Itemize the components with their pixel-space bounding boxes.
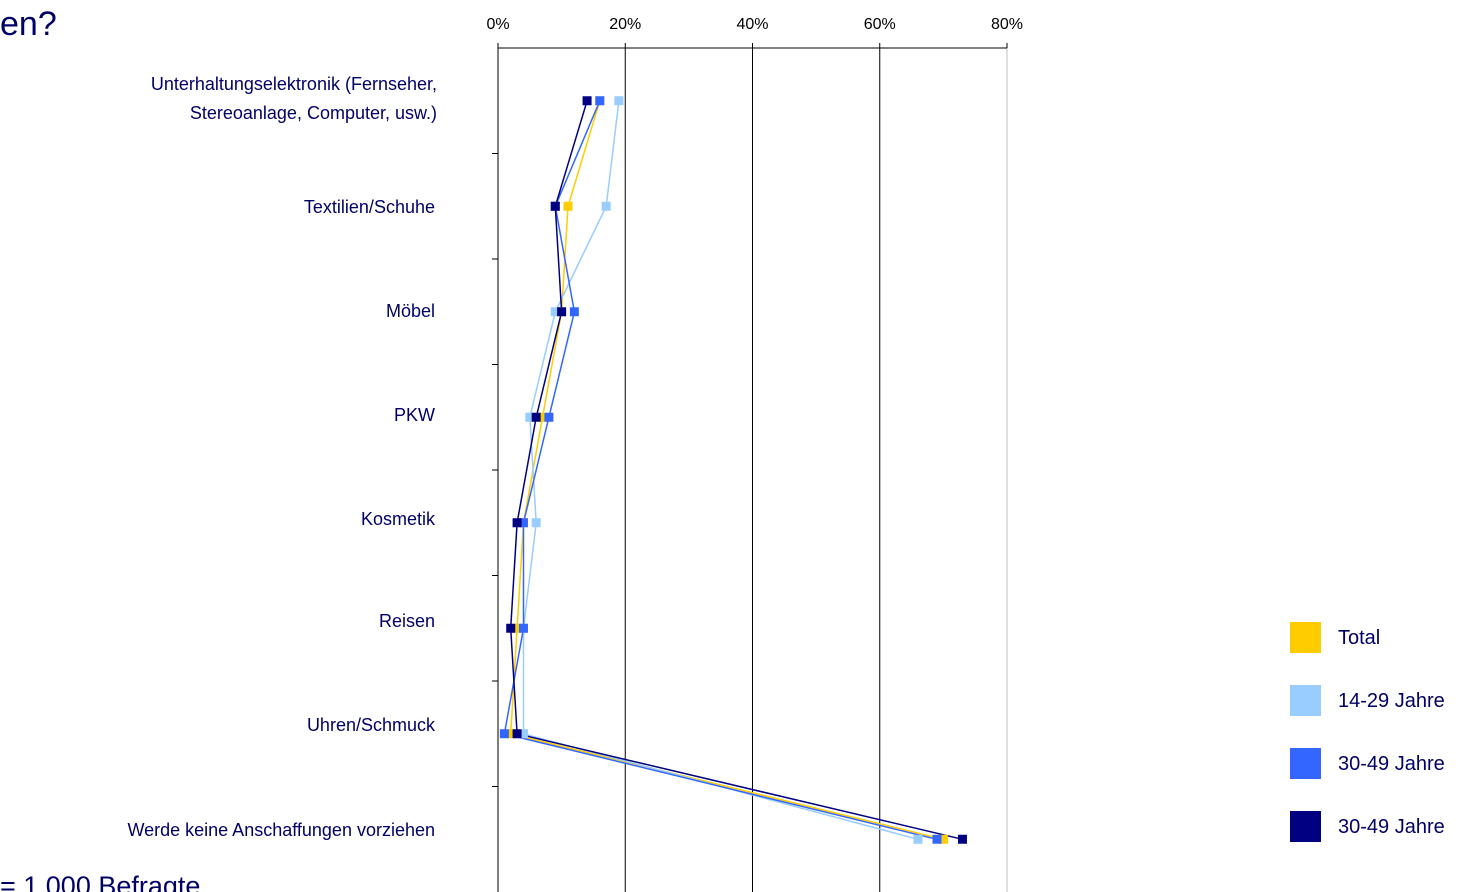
legend-item-30-49-a: 30-49 Jahre: [1290, 746, 1475, 779]
x-tick-label: 0%: [486, 16, 509, 33]
legend-label-total: Total: [1338, 627, 1381, 649]
series-line-2: [503, 100, 938, 841]
x-tick-label: 80%: [991, 16, 1023, 33]
data-point: [531, 518, 541, 528]
series-line-3: [509, 100, 963, 841]
legend-label-30-49-a: 30-49 Jahre: [1338, 753, 1445, 775]
category-label-reisen: Reisen: [378, 611, 435, 631]
category-label-pkw: PKW: [393, 405, 435, 425]
data-point: [557, 307, 567, 317]
data-point: [538, 412, 548, 422]
data-point: [913, 834, 923, 844]
data-point: [957, 834, 967, 844]
data-point: [582, 96, 592, 106]
legend-swatch-30-49-a: [1290, 748, 1321, 779]
data-point: [550, 307, 560, 317]
series-line-1: [522, 100, 919, 841]
legend-item-total: Total: [1290, 620, 1475, 653]
data-point: [569, 307, 579, 317]
data-point: [544, 412, 554, 422]
data-point: [499, 729, 509, 739]
data-point: [506, 729, 516, 739]
legend-label-30-49-b: 30-49 Jahre: [1338, 816, 1445, 838]
data-point: [506, 623, 516, 633]
data-point: [550, 201, 560, 211]
data-point: [518, 729, 528, 739]
legend-label-14-29: 14-29 Jahre: [1338, 690, 1445, 712]
legend-swatch-30-49-b: [1290, 811, 1321, 842]
data-point: [595, 96, 605, 106]
category-label-keine-anschaffungen: Werde keine Anschaffungen vorziehen: [127, 820, 435, 840]
footnote: = 1.000 Befragte: [0, 871, 201, 892]
series-line-0: [509, 100, 944, 841]
x-tick-label: 40%: [736, 16, 768, 33]
legend-item-30-49-b: 30-49 Jahre: [1290, 809, 1475, 842]
data-point: [563, 201, 573, 211]
page-title: en?: [0, 5, 57, 43]
data-point: [938, 834, 948, 844]
category-label-textilien: Textilien/Schuhe: [303, 197, 435, 217]
category-label-unterhaltungselektronik: Unterhaltungselektronik (Fernseher, Ster…: [150, 74, 437, 123]
category-label-uhren-schmuck: Uhren/Schmuck: [306, 715, 435, 735]
legend: Total 14-29 Jahre 30-49 Jahre 30-49 Jahr…: [1290, 620, 1475, 872]
x-tick-label: 60%: [864, 16, 896, 33]
data-point: [518, 518, 528, 528]
data-point: [512, 623, 522, 633]
x-tick-label: 20%: [609, 16, 641, 33]
data-point: [531, 412, 541, 422]
data-point: [512, 518, 522, 528]
data-point: [518, 623, 528, 633]
category-label-moebel: Möbel: [385, 301, 435, 321]
legend-swatch-14-29: [1290, 685, 1321, 716]
category-label-kosmetik: Kosmetik: [360, 509, 435, 529]
data-point: [614, 96, 624, 106]
data-point: [512, 729, 522, 739]
legend-swatch-total: [1290, 622, 1321, 653]
data-point: [525, 412, 535, 422]
legend-item-14-29: 14-29 Jahre: [1290, 683, 1475, 716]
data-point: [932, 834, 942, 844]
data-point: [601, 201, 611, 211]
